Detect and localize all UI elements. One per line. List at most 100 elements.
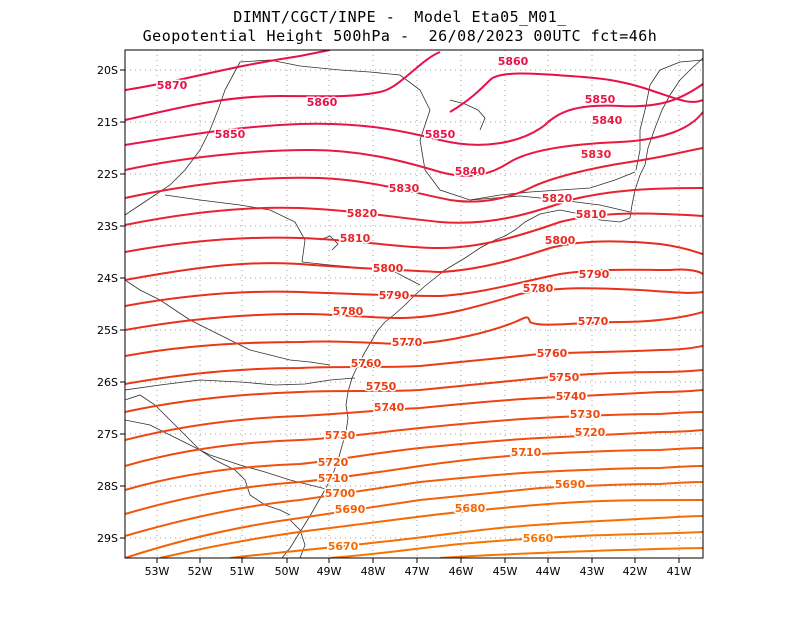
contour-label-5780: 5780 (523, 282, 554, 295)
contour-label-5790: 5790 (379, 289, 410, 302)
x-tick-label: 48W (361, 565, 386, 578)
contour-label-5820: 5820 (542, 192, 573, 205)
contour-line-5720 (125, 429, 703, 491)
contour-lines (125, 50, 703, 558)
contour-label-5790: 5790 (579, 268, 610, 281)
y-tick-label: 21S (97, 116, 118, 129)
contour-label-5680: 5680 (455, 502, 486, 515)
y-tick-label: 24S (97, 272, 118, 285)
contour-label-5840: 5840 (455, 165, 486, 178)
x-tick-label: 47W (405, 565, 430, 578)
contour-line-5670 (229, 515, 703, 558)
state-border-sp-mg (239, 59, 631, 213)
contour-line-5690 (125, 481, 703, 558)
contour-label-5700: 5700 (325, 487, 356, 500)
state-border-mg-es (635, 59, 703, 171)
contour-label-5850: 5850 (215, 128, 246, 141)
contour-label-5780: 5780 (333, 305, 364, 318)
x-tick-label: 45W (493, 565, 518, 578)
contour-line-5790 (125, 268, 703, 307)
contour-line-5700 (125, 465, 703, 537)
contour-label-5690: 5690 (555, 478, 586, 491)
contour-line-5660 (329, 531, 703, 558)
contour-label-5690: 5690 (335, 503, 366, 516)
x-tick-label: 51W (230, 565, 255, 578)
contour-line-5870 (125, 50, 331, 91)
contour-label-5710: 5710 (318, 472, 349, 485)
y-tick-label: 28S (97, 480, 118, 493)
contour-label-5720: 5720 (318, 456, 349, 469)
x-tick-label: 42W (623, 565, 648, 578)
contour-line-5830 (125, 147, 703, 203)
x-tick-label: 49W (317, 565, 342, 578)
contour-label-5810: 5810 (576, 208, 607, 221)
contour-label-5770: 5770 (392, 336, 423, 349)
contour-label-5740: 5740 (556, 390, 587, 403)
contour-label-5820: 5820 (347, 207, 378, 220)
state-border-pr-sc (125, 377, 356, 391)
coastline (281, 57, 703, 558)
x-tick-label: 46W (449, 565, 474, 578)
y-tick-label: 29S (97, 532, 118, 545)
reservoir-sp (319, 235, 339, 251)
contour-line-5710 (125, 447, 703, 515)
contour-label-5830: 5830 (389, 182, 420, 195)
state-border-ms-pr (164, 194, 306, 263)
y-tick-label: 25S (97, 324, 118, 337)
contour-line-5850 (125, 83, 703, 146)
contour-line-5810 (125, 212, 703, 253)
contour-line-5650 (439, 547, 703, 558)
contour-label-5850: 5850 (585, 93, 616, 106)
contour-label-5730: 5730 (325, 429, 356, 442)
contour-label-5670: 5670 (328, 540, 359, 553)
contour-label-5750: 5750 (366, 380, 397, 393)
border-argentina (125, 394, 291, 516)
x-tick-label: 52W (188, 565, 213, 578)
contour-label-5720: 5720 (575, 426, 606, 439)
contour-label-5800: 5800 (545, 234, 576, 247)
bay-vitoria (449, 99, 486, 131)
contour-label-5810: 5810 (340, 232, 371, 245)
contour-line-5760 (125, 345, 703, 385)
contour-label-5830: 5830 (581, 148, 612, 161)
map-frame (124, 49, 704, 559)
river-parana-west (125, 279, 331, 366)
state-border-mg-rj (469, 171, 636, 201)
title-line-1: DIMNT/CGCT/INPE - Model Eta05_M01_ (233, 8, 567, 26)
contour-label-5850: 5850 (425, 128, 456, 141)
x-tick-label: 50W (275, 565, 300, 578)
contour-line-5860-east (449, 72, 703, 113)
contour-label-5860: 5860 (498, 55, 529, 68)
contour-line-5800 (125, 240, 703, 281)
contour-label-5760: 5760 (537, 347, 568, 360)
contour-line-5840 (125, 111, 703, 177)
contour-label-5750: 5750 (549, 371, 580, 384)
tick-marks (120, 69, 680, 563)
contour-labels: 5870 5860 5860 5850 5850 5850 5840 5840 5830 5830… (155, 54, 624, 555)
contour-line-5770 (125, 311, 703, 357)
coastlines-borders (125, 57, 703, 558)
contour-label-5860: 5860 (307, 96, 338, 109)
contour-label-5760: 5760 (351, 357, 382, 370)
state-border-sc-rs (125, 419, 331, 491)
y-tick-label: 20S (97, 64, 118, 77)
contour-label-5710: 5710 (511, 446, 542, 459)
contour-label-5730: 5730 (570, 408, 601, 421)
contour-label-5770: 5770 (578, 315, 609, 328)
y-tick-label: 27S (97, 428, 118, 441)
contour-label-5740: 5740 (374, 401, 405, 414)
x-tick-label: 41W (667, 565, 692, 578)
y-tick-label: 22S (97, 168, 118, 181)
title-line-2: Geopotential Height 500hPa - 26/08/2023 … (142, 27, 658, 45)
y-tick-label: 23S (97, 220, 118, 233)
contour-line-5820 (125, 187, 703, 226)
contour-label-5660: 5660 (523, 532, 554, 545)
contour-line-5860-west (125, 51, 441, 121)
contour-label-5800: 5800 (373, 262, 404, 275)
lagoa-dos-patos (289, 519, 306, 558)
contour-line-5750 (125, 369, 703, 413)
y-tick-label: 26S (97, 376, 118, 389)
contour-line-5730 (125, 411, 703, 467)
x-tick-label: 44W (536, 565, 561, 578)
